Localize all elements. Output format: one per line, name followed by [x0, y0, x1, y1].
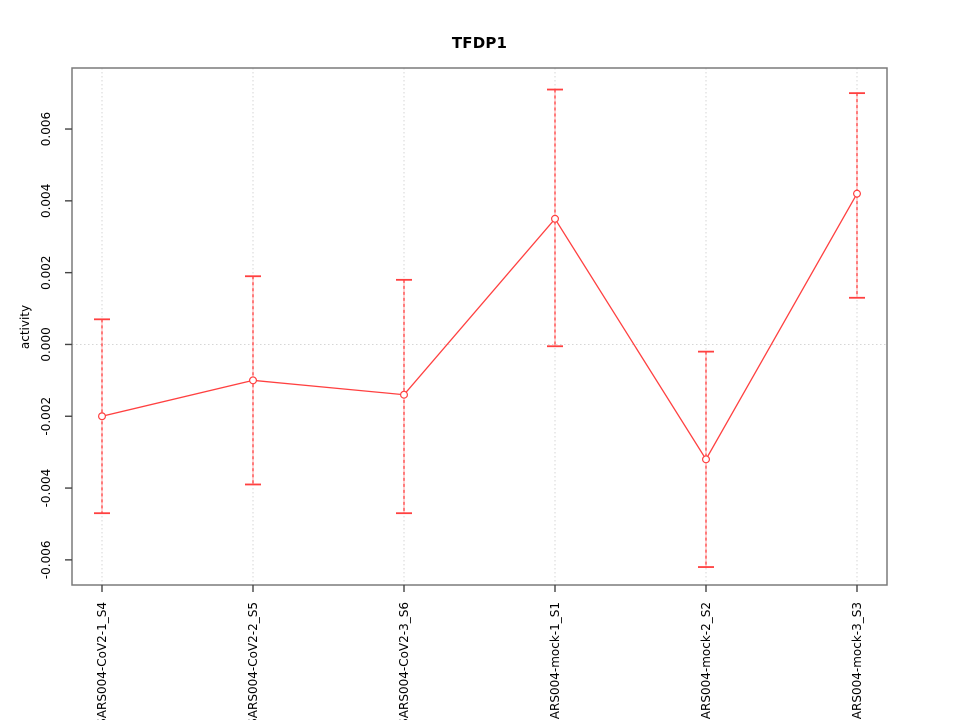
data-point	[701, 455, 710, 464]
data-point	[852, 189, 861, 198]
x-axis: SARS004-CoV2-1_S4 SARS004-CoV2-2_S5 SARS00…	[95, 585, 864, 720]
y-tick-label: 0.000	[39, 327, 53, 361]
data-point	[249, 376, 258, 385]
gridlines	[72, 68, 887, 585]
y-tick-label: 0.006	[39, 112, 53, 146]
data-point	[400, 390, 409, 399]
x-tick-label: SARS004-mock-2_S2	[699, 602, 713, 720]
x-tick-label: SARS004-CoV2-2_S5	[246, 602, 260, 720]
y-axis: -0.006 -0.004 -0.002 0.000 0.002 0.004 0.006	[39, 112, 72, 579]
y-tick-label: -0.006	[39, 541, 53, 580]
series-line	[101, 193, 858, 461]
chart-title: TFDP1	[451, 34, 508, 52]
plot-box	[71, 67, 888, 586]
x-tick-label: SARS004-mock-1_S1	[548, 602, 562, 720]
y-tick-label: -0.002	[39, 397, 53, 436]
y-tick-label: 0.002	[39, 255, 53, 289]
error-bars	[94, 88, 865, 568]
y-tick-label: 0.004	[39, 184, 53, 218]
x-tick-label: SARS004-CoV2-1_S4	[95, 602, 109, 720]
x-tick-label: SARS004-mock-3_S3	[850, 602, 864, 720]
markers	[97, 189, 861, 464]
x-tick-label: SARS004-CoV2-3_S6	[397, 602, 411, 720]
data-point	[550, 214, 559, 223]
data-point	[97, 412, 106, 421]
y-tick-label: -0.004	[39, 469, 53, 508]
